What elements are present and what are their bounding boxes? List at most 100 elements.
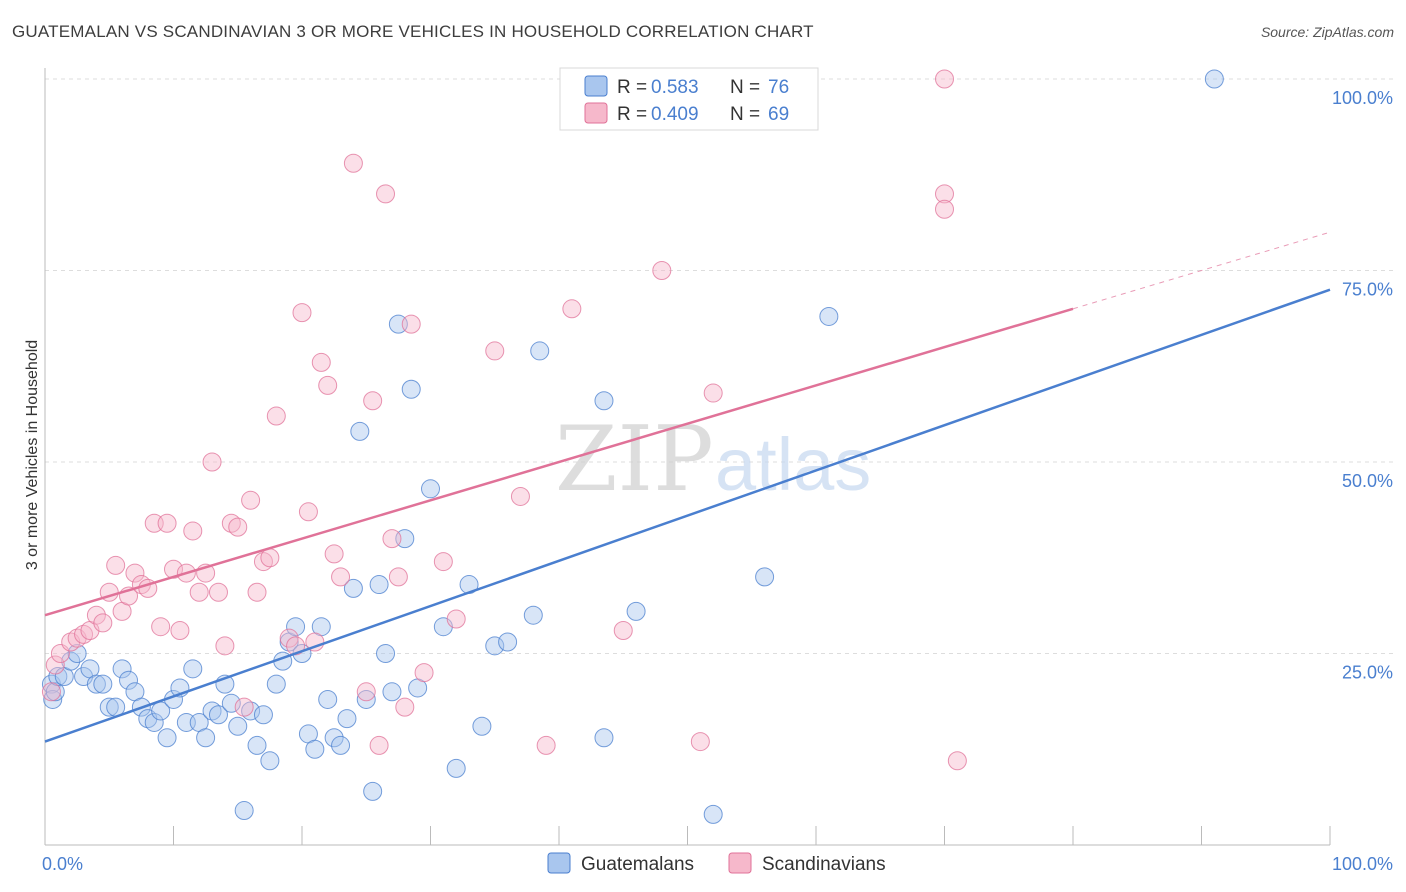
point-scandinavians-62 bbox=[652, 261, 672, 280]
point-scandinavians-50 bbox=[382, 529, 402, 549]
point-guatemalans-62 bbox=[446, 758, 466, 778]
point-scandinavians-47 bbox=[363, 391, 383, 411]
point-guatemalans-55 bbox=[382, 682, 402, 702]
point-guatemalans-11 bbox=[99, 697, 119, 717]
point-guatemalans-65 bbox=[485, 636, 505, 656]
point-scandinavians-17 bbox=[151, 617, 171, 637]
point-scandinavians-35 bbox=[266, 406, 286, 426]
watermark-atlas: atlas bbox=[715, 423, 871, 506]
point-guatemalans-30 bbox=[221, 693, 241, 713]
stats-n-value-1: 76 bbox=[768, 77, 789, 98]
point-scandinavians-65 bbox=[935, 184, 954, 204]
point-guatemalans-13 bbox=[112, 659, 132, 679]
point-scandinavians-36 bbox=[279, 628, 299, 648]
point-guatemalans-35 bbox=[253, 705, 273, 725]
point-scandinavians-54 bbox=[414, 663, 434, 683]
point-scandinavians-40 bbox=[305, 632, 325, 652]
y-tick-label-50: 50.0% bbox=[1342, 471, 1393, 491]
point-scandinavians-31 bbox=[241, 490, 261, 510]
point-guatemalans-67 bbox=[523, 605, 543, 625]
point-guatemalans-66 bbox=[498, 632, 518, 652]
point-scandinavians-66 bbox=[935, 199, 954, 219]
point-scandinavians-58 bbox=[510, 486, 530, 506]
point-scandinavians-44 bbox=[331, 567, 351, 587]
point-scandinavians-26 bbox=[208, 582, 228, 602]
point-guatemalans-43 bbox=[305, 739, 325, 759]
y-tick-labels: 25.0% 50.0% 75.0% 100.0% bbox=[1332, 88, 1393, 683]
point-guatemalans-64 bbox=[472, 716, 492, 736]
point-scandinavians-56 bbox=[446, 609, 466, 629]
point-scandinavians-32 bbox=[247, 582, 267, 602]
point-scandinavians-67 bbox=[935, 69, 954, 89]
point-scandinavians-13 bbox=[125, 563, 145, 583]
point-scandinavians-43 bbox=[324, 544, 344, 564]
point-guatemalans-14 bbox=[119, 670, 139, 690]
stats-swatch-guatemalans bbox=[584, 75, 608, 97]
point-guatemalans-37 bbox=[266, 674, 286, 694]
point-scandinavians-41 bbox=[311, 352, 331, 372]
point-scandinavians-7 bbox=[86, 605, 106, 625]
gridlines bbox=[45, 78, 1393, 654]
point-guatemalans-48 bbox=[337, 709, 357, 729]
point-scandinavians-38 bbox=[292, 303, 312, 323]
point-scandinavians-1 bbox=[45, 655, 65, 675]
point-scandinavians-46 bbox=[356, 682, 376, 702]
point-scandinavians-25 bbox=[202, 452, 222, 472]
point-guatemalans-73 bbox=[755, 567, 775, 587]
stats-r-value-1: 0.583 bbox=[651, 77, 699, 98]
point-guatemalans-5 bbox=[61, 651, 81, 671]
trend-lines bbox=[44, 231, 1331, 743]
point-scandinavians-42 bbox=[318, 375, 338, 395]
point-guatemalans-28 bbox=[208, 705, 228, 725]
point-guatemalans-40 bbox=[286, 617, 306, 637]
point-scandinavians-8 bbox=[93, 613, 113, 633]
stats-legend: R = 0.583 N = 76 R = 0.409 N = 69 bbox=[559, 67, 819, 131]
legend-swatch-guatemalans bbox=[547, 852, 571, 874]
legend-swatch-scandinavians bbox=[728, 852, 752, 874]
point-scandinavians-19 bbox=[164, 559, 183, 579]
y-tick-label-25: 25.0% bbox=[1342, 663, 1393, 683]
point-guatemalans-75 bbox=[1204, 69, 1224, 89]
point-guatemalans-69 bbox=[594, 728, 614, 748]
point-guatemalans-26 bbox=[196, 728, 216, 748]
y-tick-label-75: 75.0% bbox=[1342, 280, 1393, 300]
point-guatemalans-18 bbox=[144, 712, 164, 732]
point-guatemalans-51 bbox=[356, 689, 376, 709]
point-guatemalans-50 bbox=[350, 421, 370, 441]
point-scandinavians-53 bbox=[401, 314, 421, 334]
point-scandinavians-64 bbox=[703, 383, 723, 403]
point-guatemalans-53 bbox=[369, 575, 389, 595]
stats-swatch-scandinavians bbox=[584, 102, 608, 124]
stats-r-label-2: R = bbox=[617, 104, 647, 125]
point-scandinavians-60 bbox=[562, 299, 582, 319]
point-guatemalans-45 bbox=[318, 689, 338, 709]
point-scandinavians-10 bbox=[106, 555, 126, 575]
point-guatemalans-52 bbox=[363, 781, 383, 801]
point-scandinavians-18 bbox=[157, 513, 177, 533]
source-label: Source: ZipAtlas.com bbox=[1260, 24, 1394, 40]
point-guatemalans-74 bbox=[819, 306, 839, 326]
point-scandinavians-51 bbox=[388, 567, 408, 587]
point-scandinavians-45 bbox=[343, 153, 363, 173]
point-guatemalans-71 bbox=[626, 601, 646, 621]
point-guatemalans-54 bbox=[376, 644, 396, 663]
data-points bbox=[41, 69, 1224, 824]
stats-r-label-1: R = bbox=[617, 77, 647, 98]
point-scandinavians-63 bbox=[690, 732, 710, 752]
point-guatemalans-46 bbox=[324, 728, 344, 748]
x-tick-label-right: 100.0% bbox=[1332, 854, 1393, 874]
point-scandinavians-0 bbox=[41, 682, 61, 702]
point-guatemalans-20 bbox=[157, 728, 177, 748]
stats-r-value-2: 0.409 bbox=[651, 104, 699, 125]
point-scandinavians-29 bbox=[228, 517, 248, 537]
point-scandinavians-59 bbox=[536, 735, 556, 755]
x-tick-label-left: 0.0% bbox=[42, 854, 83, 874]
chart-title: GUATEMALAN VS SCANDINAVIAN 3 OR MORE VEH… bbox=[12, 22, 814, 41]
point-scandinavians-20 bbox=[170, 621, 190, 641]
point-scandinavians-55 bbox=[433, 552, 453, 572]
point-guatemalans-32 bbox=[234, 801, 254, 821]
point-scandinavians-37 bbox=[286, 636, 306, 656]
y-tick-label-100: 100.0% bbox=[1332, 88, 1393, 108]
point-scandinavians-39 bbox=[298, 502, 318, 522]
point-guatemalans-6 bbox=[67, 644, 87, 663]
